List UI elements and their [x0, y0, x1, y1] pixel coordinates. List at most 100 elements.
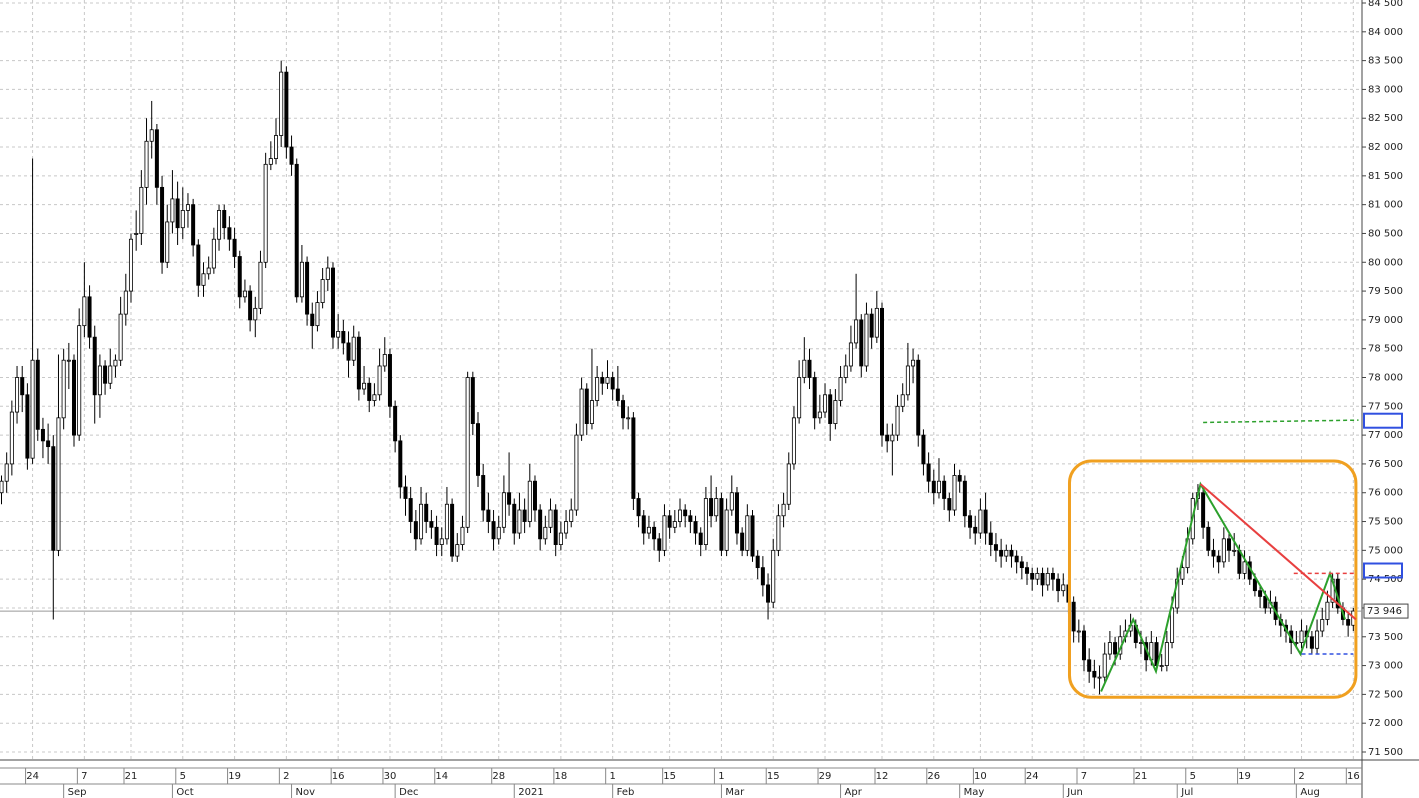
month-label: Mar	[725, 787, 745, 798]
x-tick-label: 15	[767, 771, 780, 782]
candle-body	[1009, 549, 1014, 557]
annotation-line	[1203, 419, 1359, 424]
candle-body	[398, 440, 403, 488]
candle-body	[15, 377, 20, 413]
candle-body	[719, 498, 724, 551]
month-label: Nov	[296, 787, 316, 798]
candle-body	[211, 238, 216, 269]
y-tick-label: 71 500	[1368, 747, 1403, 758]
x-tick-label: 29	[819, 771, 832, 782]
candle-body	[1004, 549, 1009, 557]
candle-body	[936, 480, 941, 494]
candle-body	[1071, 601, 1076, 632]
candle-body	[356, 336, 361, 390]
candle-body	[512, 503, 517, 534]
candle-body	[683, 509, 688, 517]
candle-body	[652, 526, 657, 540]
candle-body	[786, 463, 791, 505]
candle-body	[144, 140, 149, 188]
candle-body	[589, 400, 594, 424]
candle-body	[678, 509, 683, 522]
candle-body	[579, 388, 584, 436]
candle-body	[667, 515, 672, 528]
candle-body	[714, 498, 719, 517]
candle-body	[1050, 572, 1055, 580]
candle-body	[1061, 584, 1066, 592]
candle-body	[393, 405, 398, 442]
candle-body	[1206, 526, 1211, 551]
candle-body	[165, 221, 170, 263]
candle-body	[501, 492, 506, 528]
candle-body	[108, 365, 113, 384]
candle-body	[584, 388, 589, 424]
candle-body	[201, 273, 206, 286]
candle-body	[470, 377, 475, 424]
candle-body	[227, 227, 232, 240]
candle-body	[439, 538, 444, 545]
candle-body	[1025, 567, 1030, 574]
candle-body	[957, 475, 962, 482]
candle-body	[781, 503, 786, 517]
candle-body	[160, 186, 165, 263]
candle-body	[217, 210, 222, 240]
candle-body	[564, 521, 569, 534]
candle-body	[279, 71, 284, 136]
candle-body	[1045, 572, 1050, 586]
candle-body	[1035, 572, 1040, 580]
candle-body	[429, 521, 434, 528]
candle-body	[170, 198, 175, 223]
candle-body	[859, 319, 864, 367]
candle-body	[973, 526, 978, 534]
candle-body	[636, 498, 641, 517]
candle-body	[931, 480, 936, 494]
x-tick-label: 16	[1347, 771, 1360, 782]
candle-body	[615, 388, 620, 401]
y-tick-label: 78 000	[1368, 373, 1403, 384]
candle-body	[952, 475, 957, 511]
x-tick-label: 1	[609, 771, 615, 782]
candle-body	[527, 480, 532, 522]
candle-body	[817, 411, 822, 419]
candle-body	[128, 238, 133, 292]
candle-body	[294, 163, 299, 298]
candle-body	[1164, 642, 1169, 666]
candle-body	[600, 377, 605, 384]
y-tick-label: 76 500	[1368, 459, 1403, 470]
candle-body	[1056, 578, 1061, 592]
candle-body	[828, 394, 833, 424]
y-tick-label: 79 000	[1368, 315, 1403, 326]
x-tick-label: 2	[283, 771, 289, 782]
candle-body	[812, 377, 817, 419]
candle-body	[983, 509, 988, 534]
month-label: Jul	[1180, 787, 1193, 798]
candle-body	[424, 503, 429, 522]
month-label: Aug	[1300, 787, 1320, 798]
candle-body	[46, 440, 51, 448]
candle-body	[222, 210, 227, 229]
x-tick-label: 18	[555, 771, 568, 782]
candle-body	[916, 359, 921, 436]
candle-body	[149, 129, 154, 142]
candle-body	[444, 503, 449, 540]
annotation-line	[1100, 481, 1346, 692]
candle-body	[724, 509, 729, 551]
candle-body	[351, 336, 356, 361]
candle-body	[481, 475, 486, 511]
candle-body	[56, 417, 61, 551]
candle-body	[729, 492, 734, 511]
candle-body	[605, 377, 610, 384]
y-tick-label: 80 500	[1368, 228, 1403, 239]
candle-body	[621, 400, 626, 419]
y-tick-label: 83 500	[1368, 56, 1403, 67]
candle-body	[1232, 549, 1237, 552]
candle-body	[268, 158, 273, 165]
candle-body	[921, 434, 926, 465]
candle-body	[543, 526, 548, 540]
candle-body	[874, 307, 879, 338]
candle-body	[51, 446, 56, 551]
candle-body	[118, 313, 123, 361]
month-label: 2021	[518, 787, 543, 798]
candle-body	[1299, 630, 1304, 643]
candle-body	[646, 526, 651, 534]
